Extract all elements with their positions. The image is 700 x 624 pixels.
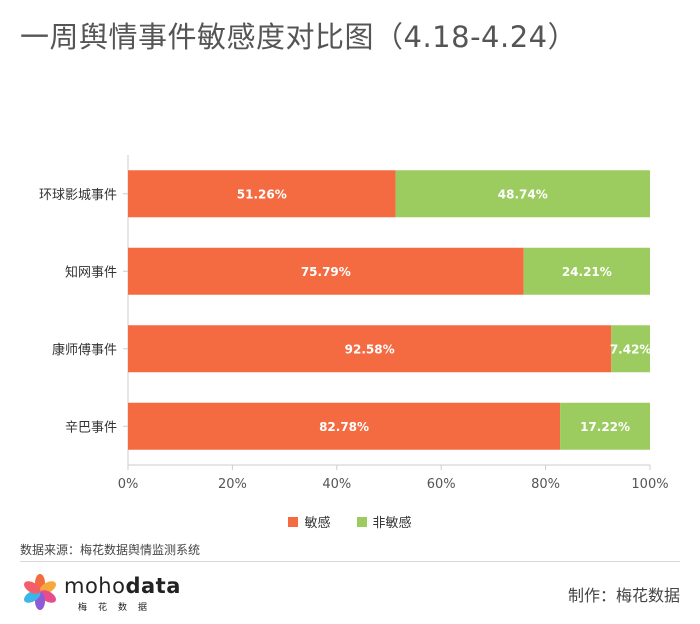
data-label: 17.22% — [580, 420, 630, 434]
legend-swatch-sensitive — [288, 516, 299, 527]
bar-segment-sensitive — [128, 402, 561, 450]
legend-item-non-sensitive[interactable]: 非敏感 — [356, 512, 412, 531]
bar-segment-non-sensitive — [523, 247, 650, 295]
legend-label-non-sensitive: 非敏感 — [372, 516, 412, 531]
chart-legend: 敏感 非敏感 — [0, 512, 700, 531]
data-label: 51.26% — [237, 187, 287, 201]
credit-text: 制作：梅花数据 — [567, 586, 680, 605]
data-label: 82.78% — [319, 420, 369, 434]
bar-segment-sensitive — [128, 170, 396, 218]
chart-title: 一周舆情事件敏感度对比图（4.18-4.24） — [20, 20, 578, 54]
logo-wordmark: mohodata — [64, 574, 181, 598]
legend-item-sensitive[interactable]: 敏感 — [288, 512, 331, 531]
category-label: 知网事件 — [65, 264, 117, 280]
pinwheel-logo-icon — [24, 574, 56, 610]
footer-divider — [20, 561, 680, 562]
legend-swatch-non-sensitive — [356, 516, 367, 527]
x-tick-label: 40% — [322, 477, 351, 492]
data-label: 7.42% — [610, 342, 652, 356]
data-label: 48.74% — [498, 187, 548, 201]
category-label: 康师傅事件 — [52, 342, 117, 358]
data-label: 24.21% — [562, 265, 612, 279]
x-tick-label: 0% — [118, 477, 139, 492]
mohodata-logo: mohodata 梅花数据 — [20, 572, 220, 614]
bar-segment-non-sensitive — [560, 402, 650, 450]
category-label: 辛巴事件 — [65, 420, 117, 435]
bar-segment-non-sensitive — [611, 325, 650, 373]
data-label: 75.79% — [301, 265, 351, 279]
bar-segment-non-sensitive — [395, 170, 650, 218]
category-label: 环球影城事件 — [39, 188, 117, 203]
bar-segment-sensitive — [128, 247, 524, 295]
x-tick-label: 100% — [631, 477, 668, 492]
x-tick-label: 80% — [531, 477, 560, 492]
bar-chart: 0% 20% 40% 60% 80% 100% 环球影城事件 51.26% 48.74% 知网事件… — [39, 155, 669, 492]
legend-label-sensitive: 敏感 — [304, 516, 331, 531]
bar-segment-sensitive — [128, 325, 612, 373]
x-tick-label: 60% — [427, 477, 456, 492]
data-label: 92.58% — [345, 342, 395, 356]
x-tick-label: 20% — [218, 477, 247, 492]
logo-subtitle: 梅花数据 — [78, 603, 159, 613]
data-source-note: 数据来源：梅花数据舆情监测系统 — [20, 543, 201, 557]
